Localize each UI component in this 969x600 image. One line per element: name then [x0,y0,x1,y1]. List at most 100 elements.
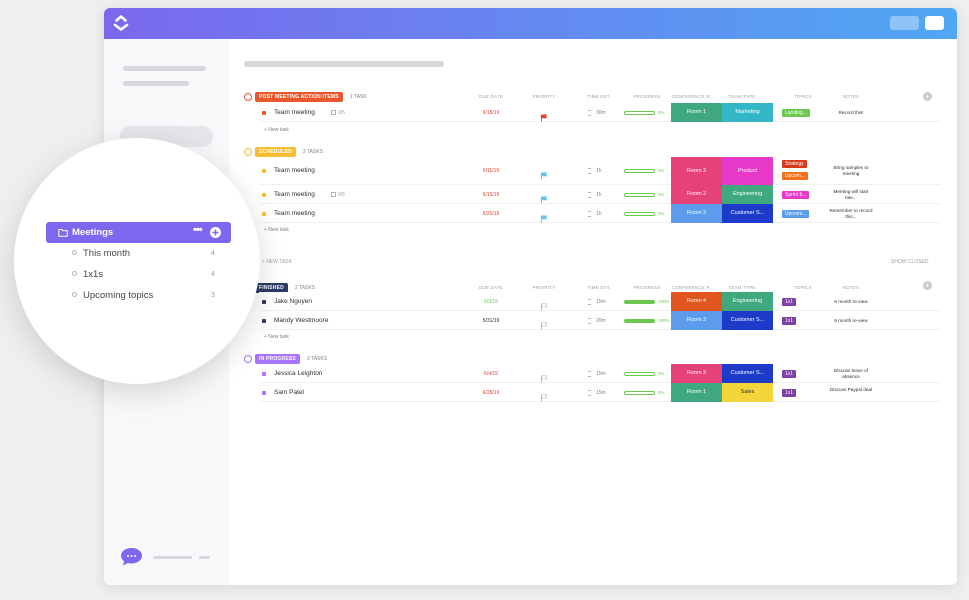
topic-tag[interactable]: Upcom... [782,172,809,180]
notes-text[interactable]: Discuss leave of absence [833,367,869,379]
due-date[interactable]: 6/20/19 [482,210,500,217]
task-name[interactable]: Sam Patel [274,388,304,396]
sidebar-item-upcoming-topics[interactable]: Upcoming topics [83,290,154,301]
notes-text[interactable]: Discuss Paypal deal [829,386,873,392]
chat-icon[interactable] [120,547,143,566]
notes-text[interactable]: Bring samples to meeting [833,165,869,176]
priority-flag-grey-icon[interactable] [540,370,548,382]
sidebar-item-meetings[interactable]: Meetings ••• [46,222,231,243]
new-task-link[interactable]: + New task [264,227,289,233]
status-badge[interactable]: POST MEETING ACTION ITEMS [255,92,343,102]
due-date[interactable]: 6/11/19 [482,168,500,174]
task-name[interactable]: Jessica Leighton [274,369,323,377]
new-task-link[interactable]: + New task [264,127,289,133]
priority-flag-red-icon[interactable] [540,109,548,121]
column-header[interactable]: TEAM TYPE [728,94,756,99]
time-estimate[interactable]: 15m [596,389,606,396]
status-dot[interactable] [262,169,266,173]
collapse-toggle-icon[interactable] [244,148,252,156]
status-dot[interactable] [262,110,266,115]
notes-text[interactable]: Meeting will start late... [833,188,869,200]
sidebar-item-1x1s[interactable]: 1x1s [83,269,104,280]
task-name[interactable]: Mandy Westmoore [274,316,329,324]
team-type-cell[interactable]: Engineering [722,185,773,204]
conference-room-cell[interactable]: Room 3 [671,311,722,330]
new-task-link[interactable]: + New task [264,334,289,340]
team-type-cell[interactable]: Customer S... [722,311,773,330]
column-header[interactable]: TOPICS [794,285,812,290]
priority-flag-cyan-icon[interactable] [540,210,548,222]
conference-room-cell[interactable]: Room 2 [671,185,722,204]
notes-text[interactable]: 6 month re-view [834,317,868,323]
conference-room-cell[interactable]: Room 1 [671,103,722,122]
column-header[interactable]: PRIORITY [532,285,556,290]
status-dot[interactable] [262,192,266,197]
notes-text[interactable]: 6 month re-view [834,298,868,304]
due-date[interactable]: 6/28/19 [482,389,500,396]
priority-flag-cyan-icon[interactable] [540,191,548,203]
time-estimate[interactable]: 30m [596,109,606,116]
team-type-cell[interactable]: Product [722,157,773,185]
status-dot[interactable] [262,299,266,304]
column-header[interactable]: CONFERENCE R... [671,94,715,99]
notes-text[interactable]: Record this! [838,109,864,115]
time-estimate[interactable]: 1h [596,168,602,174]
time-estimate[interactable]: 15m [596,370,606,377]
task-name[interactable]: Team meeting [274,209,315,217]
priority-flag-grey-icon[interactable] [540,298,548,310]
column-header[interactable]: DUE DATE [478,94,504,99]
show-closed-link[interactable]: SHOW CLOSED [891,259,929,265]
topic-tag[interactable]: 1x1 [782,316,797,325]
topic-tag[interactable]: Upcomi... [782,209,810,218]
team-type-cell[interactable]: Customer S... [722,364,773,383]
status-badge[interactable]: FINISHED [255,283,288,293]
sidebar-item-this-month[interactable]: This month [83,248,130,259]
due-date[interactable]: 5/31/19 [482,317,500,324]
topbar-button[interactable] [890,16,919,30]
new-task-link[interactable]: + NEW TASK [262,259,292,265]
collapse-toggle-icon[interactable] [244,355,252,363]
priority-flag-grey-icon[interactable] [540,389,548,401]
add-column-icon[interactable]: + [923,281,932,290]
column-header[interactable]: CONFERENCE R... [671,285,715,290]
collapse-toggle-icon[interactable] [244,93,252,101]
topic-tag[interactable]: Landing... [782,108,810,117]
time-estimate[interactable]: 15m [596,298,606,305]
column-header[interactable]: PRIORITY [532,94,556,99]
task-name[interactable]: Team meeting [274,108,315,116]
column-header[interactable]: TEAM TYPE [728,285,756,290]
status-dot[interactable] [262,211,266,216]
topbar-button-primary[interactable] [925,16,944,30]
column-header[interactable]: NOTES [842,285,860,290]
notes-text[interactable]: Remember to record this... [829,207,873,219]
topic-tag[interactable]: 1x1 [782,297,797,306]
column-header[interactable]: DUE DATE [478,285,504,290]
team-type-cell[interactable]: Customer S... [722,204,773,223]
topic-tag[interactable]: 1x1 [782,369,797,378]
add-column-icon[interactable]: + [923,92,932,101]
column-header[interactable]: PROGRESS [633,94,661,99]
conference-room-cell[interactable]: Room 4 [671,292,722,311]
due-date[interactable]: 6/4/19 [484,370,498,377]
column-header[interactable]: PROGRESS [633,285,661,290]
status-dot[interactable] [262,371,266,376]
conference-room-cell[interactable]: Room 2 [671,364,722,383]
time-estimate[interactable]: 1h [596,191,602,198]
column-header[interactable]: TIME EST. [587,285,611,290]
subtask-count[interactable]: 0/5 [331,109,345,116]
task-name[interactable]: Team meeting [274,190,315,198]
subtask-count[interactable]: 0/5 [331,191,345,198]
due-date[interactable]: 6/18/19 [482,109,500,116]
team-type-cell[interactable]: Engineering [722,292,773,311]
topic-tag[interactable]: Strategy [782,160,807,168]
priority-flag-cyan-icon[interactable] [540,167,548,180]
time-estimate[interactable]: 20m [596,317,606,324]
status-badge[interactable]: SCHEDULED [255,147,296,157]
topic-tag[interactable]: 1x1 [782,388,797,397]
add-icon[interactable] [210,227,221,238]
status-dot[interactable] [262,318,266,323]
team-type-cell[interactable]: Sales [722,383,773,402]
due-date[interactable]: 6/13/19 [482,191,500,198]
team-type-cell[interactable]: Marketing [722,103,773,122]
column-header[interactable]: NOTES [842,94,860,99]
